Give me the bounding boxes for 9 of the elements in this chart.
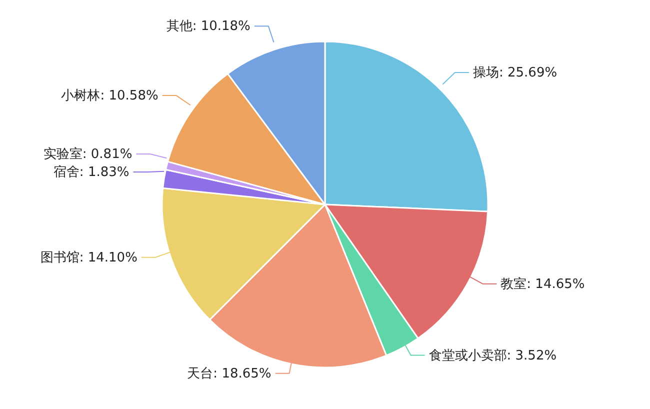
slice-label: 实验室: 0.81% [43, 146, 132, 162]
slice-label: 教室: 14.65% [500, 276, 585, 292]
slice-label: 小树林: 10.58% [61, 88, 158, 104]
slice-label: 食堂或小卖部: 3.52% [428, 348, 557, 364]
slice-label: 其他: 10.18% [166, 19, 250, 34]
slice-label: 宿舍: 1.83% [53, 164, 130, 180]
slice-label: 图书馆: 14.10% [40, 250, 138, 266]
slice-label: 操场: 25.69% [473, 66, 558, 80]
slice-label: 天台: 18.65% [187, 366, 272, 382]
